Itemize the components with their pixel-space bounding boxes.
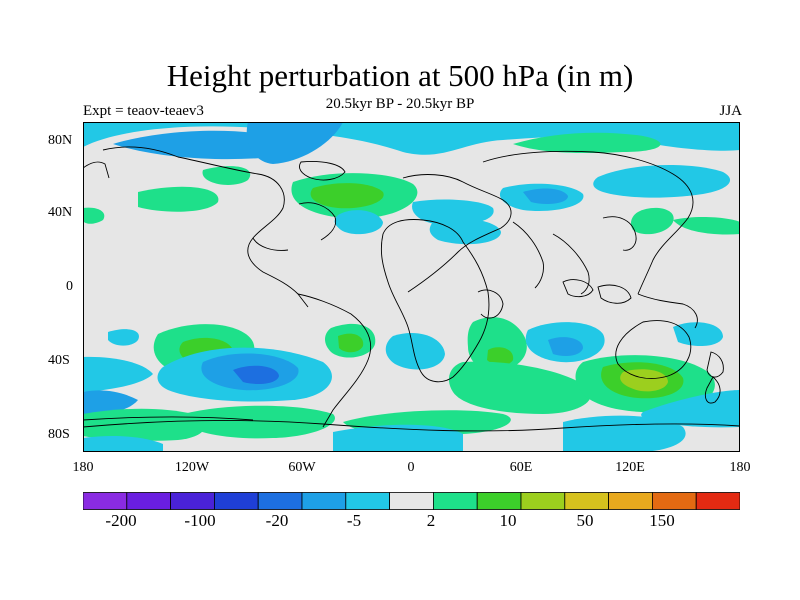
- lon-label-0: 0: [407, 460, 415, 475]
- colorbar-label: -20: [265, 511, 289, 530]
- colorbar-swatch: [83, 492, 128, 510]
- colorbar-label: 10: [499, 511, 517, 530]
- colorbar-swatch: [389, 492, 434, 510]
- colorbar-swatch: [476, 492, 522, 510]
- height-perturbation-map: [83, 122, 740, 452]
- lat-label-80n: 80N: [48, 133, 73, 148]
- lon-label-180e: 180: [729, 460, 751, 475]
- experiment-label: Expt = teaov-teaev3: [83, 103, 204, 119]
- colorbar-swatch: [170, 492, 215, 510]
- colorbar-swatch: [213, 492, 259, 510]
- lat-label-40s: 40S: [48, 353, 70, 368]
- colorbar-label: 50: [576, 511, 594, 530]
- lon-label-120w: 120W: [174, 460, 210, 475]
- lon-label-60e: 60E: [509, 460, 533, 475]
- map-frame: [83, 122, 740, 452]
- colorbar-swatch: [345, 492, 390, 510]
- colorbar-swatch: [695, 492, 740, 510]
- colorbar-label: -5: [346, 511, 362, 530]
- plot-title: Height perturbation at 500 hPa (in m): [166, 58, 634, 93]
- colorbar-swatch: [520, 492, 566, 510]
- period-label: 20.5kyr BP - 20.5kyr BP: [325, 96, 475, 112]
- colorbar-swatch: [432, 492, 478, 510]
- colorbar-swatch: [301, 492, 347, 510]
- colorbar-label: 150: [649, 511, 675, 530]
- lat-label-0: 0: [66, 279, 73, 294]
- lon-label-180w: 180: [72, 460, 94, 475]
- lon-label-60w: 60W: [288, 460, 316, 475]
- contour-fills: [83, 122, 740, 452]
- lat-label-40n: 40N: [48, 205, 73, 220]
- colorbar-swatch: [608, 492, 653, 510]
- colorbar: [83, 492, 740, 510]
- season-label: JJA: [719, 103, 742, 119]
- lon-label-120e: 120E: [615, 460, 645, 475]
- colorbar-swatch: [652, 492, 697, 510]
- colorbar-swatch: [257, 492, 303, 510]
- colorbar-label: -200: [105, 511, 137, 530]
- colorbar-swatch: [126, 492, 171, 510]
- colorbar-label: -100: [184, 511, 216, 530]
- coastlines: [83, 146, 740, 432]
- colorbar-swatch: [564, 492, 609, 510]
- colorbar-label: 2: [426, 511, 436, 530]
- lat-label-80s: 80S: [48, 427, 70, 442]
